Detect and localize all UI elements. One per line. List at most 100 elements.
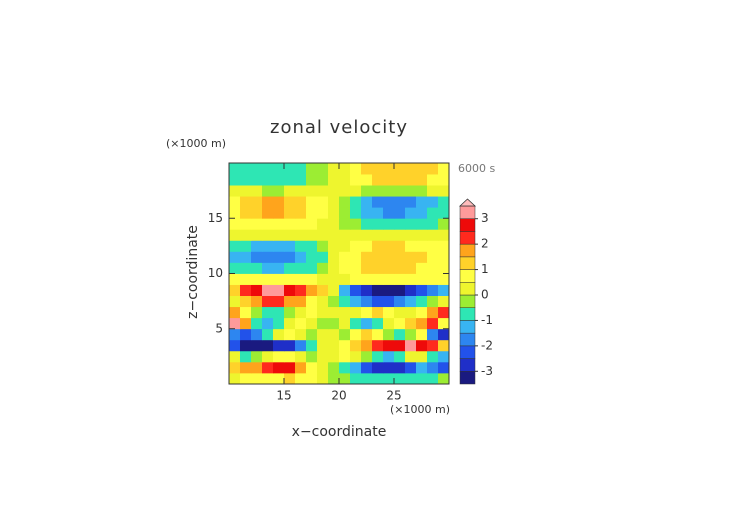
colorbar-swatch bbox=[459, 243, 476, 258]
cell bbox=[229, 317, 241, 330]
cell bbox=[229, 273, 241, 285]
cell bbox=[273, 306, 285, 319]
cell bbox=[394, 273, 406, 285]
cell bbox=[339, 339, 351, 352]
colorbar-tick-label: 2 bbox=[481, 237, 489, 251]
colorbar-extension bbox=[458, 198, 477, 207]
cell bbox=[306, 317, 318, 330]
cell bbox=[295, 218, 307, 230]
cell bbox=[251, 295, 263, 308]
cell bbox=[339, 196, 351, 208]
cell bbox=[240, 218, 252, 230]
colorbar-swatch bbox=[459, 345, 476, 359]
y-tick-label: 15 bbox=[208, 211, 223, 225]
cell bbox=[394, 251, 406, 263]
cell bbox=[251, 218, 263, 230]
cell bbox=[416, 306, 428, 319]
cell bbox=[284, 185, 296, 197]
cell bbox=[306, 295, 318, 308]
cell bbox=[372, 372, 384, 385]
cell bbox=[339, 317, 351, 330]
cell bbox=[317, 163, 329, 175]
cell bbox=[339, 262, 351, 274]
cell bbox=[284, 284, 296, 296]
cell bbox=[284, 328, 296, 341]
cell bbox=[240, 229, 252, 241]
cell bbox=[427, 273, 439, 285]
cell bbox=[438, 229, 450, 241]
cell bbox=[317, 328, 329, 341]
cell bbox=[350, 262, 362, 274]
cell bbox=[229, 229, 241, 241]
cell bbox=[295, 361, 307, 374]
cell bbox=[273, 328, 285, 341]
cell bbox=[416, 317, 428, 330]
colorbar-tick-label: -2 bbox=[481, 338, 493, 352]
cell bbox=[427, 328, 439, 341]
cell bbox=[339, 361, 351, 374]
cell bbox=[361, 284, 373, 296]
cell bbox=[405, 174, 417, 186]
cell bbox=[405, 163, 417, 175]
cell bbox=[427, 185, 439, 197]
colorbar-swatch bbox=[459, 231, 476, 245]
cell bbox=[262, 339, 274, 352]
cell bbox=[372, 339, 384, 352]
cell bbox=[372, 306, 384, 319]
cell bbox=[361, 306, 373, 319]
cell bbox=[372, 196, 384, 208]
cell bbox=[339, 306, 351, 319]
cell bbox=[361, 174, 373, 186]
cell bbox=[350, 196, 362, 208]
cell bbox=[350, 317, 362, 330]
cell bbox=[427, 229, 439, 241]
cell bbox=[361, 339, 373, 352]
cell bbox=[394, 218, 406, 230]
cell bbox=[240, 295, 252, 308]
cell bbox=[284, 240, 296, 252]
cell bbox=[262, 372, 274, 385]
cell bbox=[262, 317, 274, 330]
cell bbox=[328, 262, 340, 274]
cell bbox=[273, 350, 285, 363]
cell bbox=[229, 284, 241, 296]
cell bbox=[262, 207, 274, 219]
cell bbox=[273, 196, 285, 208]
cell bbox=[295, 251, 307, 263]
cell bbox=[438, 163, 450, 175]
cell bbox=[240, 251, 252, 263]
cell bbox=[295, 339, 307, 352]
cell bbox=[416, 174, 428, 186]
cell bbox=[317, 174, 329, 186]
time-label: 6000 s bbox=[458, 162, 495, 175]
cell bbox=[394, 350, 406, 363]
cell bbox=[339, 295, 351, 308]
cell bbox=[251, 229, 263, 241]
colorbar-swatch bbox=[459, 294, 476, 308]
cell bbox=[350, 339, 362, 352]
cell bbox=[306, 284, 318, 296]
cell bbox=[229, 350, 241, 363]
cell bbox=[295, 174, 307, 186]
cell bbox=[372, 328, 384, 341]
cell bbox=[229, 306, 241, 319]
cell bbox=[372, 273, 384, 285]
cell bbox=[383, 273, 395, 285]
cell bbox=[372, 207, 384, 219]
cell bbox=[372, 317, 384, 330]
cell bbox=[251, 284, 263, 296]
cell bbox=[284, 218, 296, 230]
cell bbox=[361, 372, 373, 385]
cell bbox=[306, 361, 318, 374]
cell bbox=[405, 361, 417, 374]
cell bbox=[284, 251, 296, 263]
cell bbox=[361, 328, 373, 341]
cell bbox=[394, 328, 406, 341]
cell bbox=[328, 372, 340, 385]
cell bbox=[284, 350, 296, 363]
x-unit: (×1000 m) bbox=[390, 403, 450, 416]
cell bbox=[251, 350, 263, 363]
cell bbox=[262, 174, 274, 186]
cell bbox=[372, 251, 384, 263]
cell bbox=[416, 295, 428, 308]
